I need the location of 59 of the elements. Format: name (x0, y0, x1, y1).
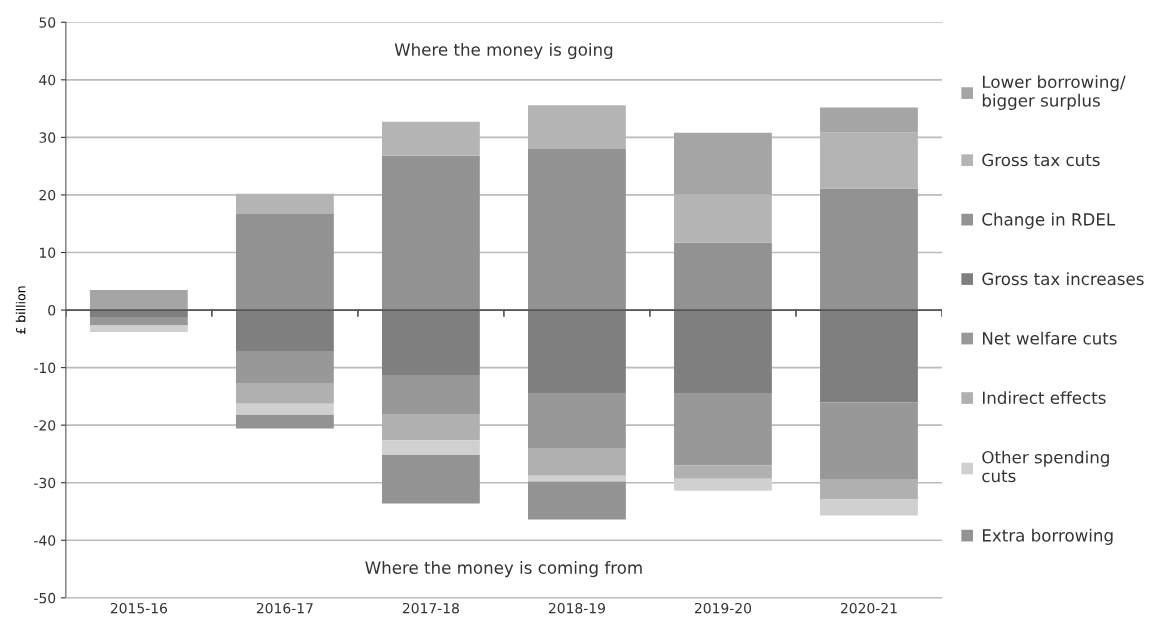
y-tick-label: 10 (39, 247, 56, 258)
x-tick-label: 2019-20 (694, 602, 752, 614)
y-axis-title: £ billion (15, 286, 26, 334)
bar (528, 448, 626, 476)
bar (820, 107, 918, 133)
bar (820, 188, 918, 311)
bar (381, 455, 480, 504)
legend-label: Gross tax increases (982, 272, 1144, 286)
bar (674, 310, 772, 393)
bar (528, 475, 626, 482)
legend-label: Net welfare cuts (982, 331, 1117, 345)
x-tick-label: 2016-17 (256, 602, 313, 614)
bar (381, 440, 480, 456)
bar (235, 350, 334, 384)
y-tick-label: 30 (39, 132, 56, 143)
legend-label: Indirect effects (982, 391, 1106, 405)
bar (235, 414, 334, 429)
x-tick-label: 2015-16 (110, 602, 168, 614)
bar (528, 310, 626, 393)
bar (235, 213, 334, 311)
bar (528, 481, 626, 520)
bar (674, 132, 772, 195)
legend-label: Gross tax cuts (982, 153, 1100, 167)
y-tick-label: -20 (34, 420, 56, 431)
bar (674, 465, 772, 479)
y-tick-label: -50 (34, 592, 56, 604)
annotation: Where the money is going (394, 42, 613, 60)
legend-label: Extra borrowing (982, 528, 1113, 545)
x-tick-label: 2018-19 (548, 602, 605, 614)
bar (674, 478, 772, 491)
y-tick-label: -10 (34, 362, 56, 374)
bar (820, 402, 918, 480)
y-tick-label: 40 (39, 74, 56, 86)
legend-label: Lower borrowing/ bigger surplus (982, 75, 1126, 110)
x-tick-label: 2020-21 (840, 602, 897, 614)
bar (528, 148, 626, 311)
y-tick-label: -30 (34, 477, 56, 489)
legend-label: Change in RDEL (982, 212, 1116, 229)
bar (89, 316, 188, 326)
bar (528, 392, 626, 449)
bar (89, 325, 188, 332)
bar (381, 310, 480, 376)
bar (235, 403, 334, 415)
bar (674, 242, 772, 311)
y-tick-label: 50 (39, 17, 56, 28)
bar (235, 310, 334, 351)
bar (89, 289, 188, 311)
bar (381, 155, 480, 311)
bar (820, 310, 918, 403)
legend-label: Other spending cuts (982, 450, 1109, 483)
y-tick-label: 0 (48, 305, 56, 316)
y-tick-label: 20 (39, 189, 56, 201)
annotation: Where the money is coming from (365, 561, 642, 578)
bar (235, 383, 334, 404)
bar (820, 499, 918, 516)
x-tick-label: 2017-18 (402, 602, 459, 614)
bar (674, 392, 772, 466)
bar (381, 375, 480, 415)
y-tick-label: -40 (34, 535, 56, 546)
